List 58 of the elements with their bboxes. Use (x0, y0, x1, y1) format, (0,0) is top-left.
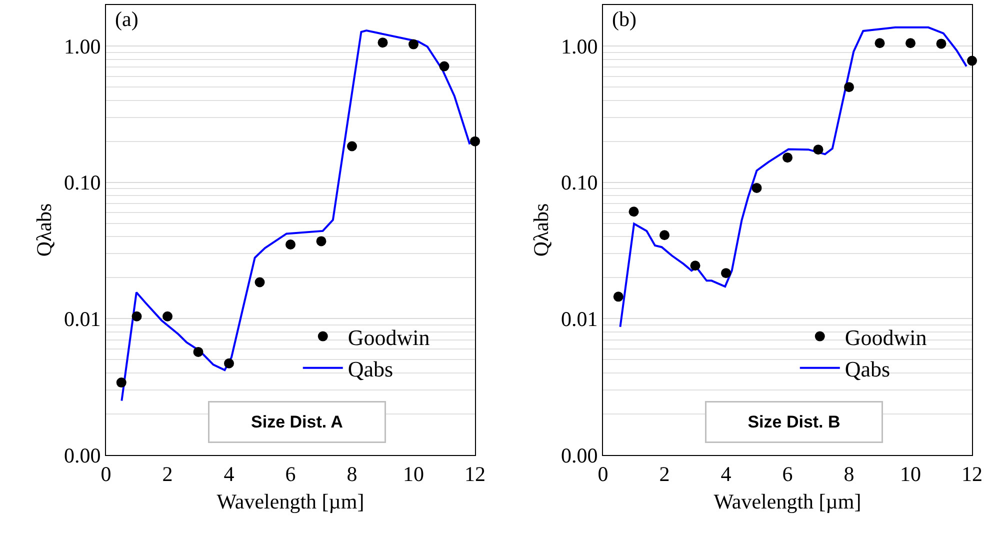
x-tick-label: 12 (464, 462, 486, 486)
point (286, 240, 296, 250)
point (936, 38, 946, 49)
point (316, 236, 326, 246)
x-tick-label: 4 (224, 462, 235, 486)
y-tick-label: 0.00 (64, 443, 101, 468)
point (844, 82, 854, 92)
point (224, 358, 234, 368)
x-tick-label: 10 (900, 462, 921, 486)
annotation: Size Dist. B (748, 412, 840, 432)
x-tick-label: 0 (598, 462, 608, 486)
point (193, 346, 204, 357)
y-tick-label: 0.00 (561, 443, 598, 468)
legend-label: Qabs (844, 356, 890, 382)
point (254, 277, 265, 288)
x-tick-label: 12 (962, 462, 982, 486)
legend-label: Goodwin (348, 324, 430, 350)
point (690, 260, 700, 271)
legend-label: Qabs (348, 356, 394, 382)
point (162, 311, 172, 322)
point (660, 230, 670, 240)
point (874, 38, 885, 48)
x-tick-label: 8 (346, 462, 358, 486)
y-tick-label: 0.10 (64, 170, 101, 195)
point (813, 144, 824, 155)
point (752, 182, 762, 193)
x-axis-title: Wavelength [µm] (216, 489, 364, 514)
annotation: (b) (612, 7, 636, 31)
annotation: Size Dist. A (251, 412, 343, 432)
point (721, 268, 731, 278)
point (347, 141, 357, 152)
point (613, 292, 624, 302)
point (628, 206, 639, 217)
x-tick-label: 2 (162, 462, 173, 486)
x-tick-label: 2 (659, 462, 670, 486)
y-axis-title: Qλabs (529, 203, 554, 257)
point (906, 38, 916, 48)
point (408, 39, 418, 50)
point (378, 38, 388, 48)
annotation: (a) (115, 7, 138, 31)
y-tick-label: 0.01 (561, 307, 598, 332)
point (782, 152, 792, 163)
x-tick-label: 8 (844, 462, 854, 486)
x-tick-label: 6 (285, 462, 296, 486)
legend-label: Goodwin (844, 324, 927, 350)
x-tick-label: 4 (720, 462, 732, 486)
x-tick-label: 6 (782, 462, 793, 486)
point (116, 378, 126, 388)
point (439, 61, 450, 72)
y-tick-label: 0.01 (64, 307, 101, 332)
y-tick-label: 0.10 (561, 170, 598, 195)
x-tick-label: 0 (100, 462, 112, 486)
y-tick-label: 1.00 (64, 34, 101, 58)
x-tick-label: 10 (403, 462, 424, 486)
x-axis-title: Wavelength [µm] (714, 489, 862, 514)
point (132, 311, 142, 322)
y-axis-title: Qλabs (32, 203, 56, 257)
y-tick-label: 1.00 (561, 34, 598, 58)
